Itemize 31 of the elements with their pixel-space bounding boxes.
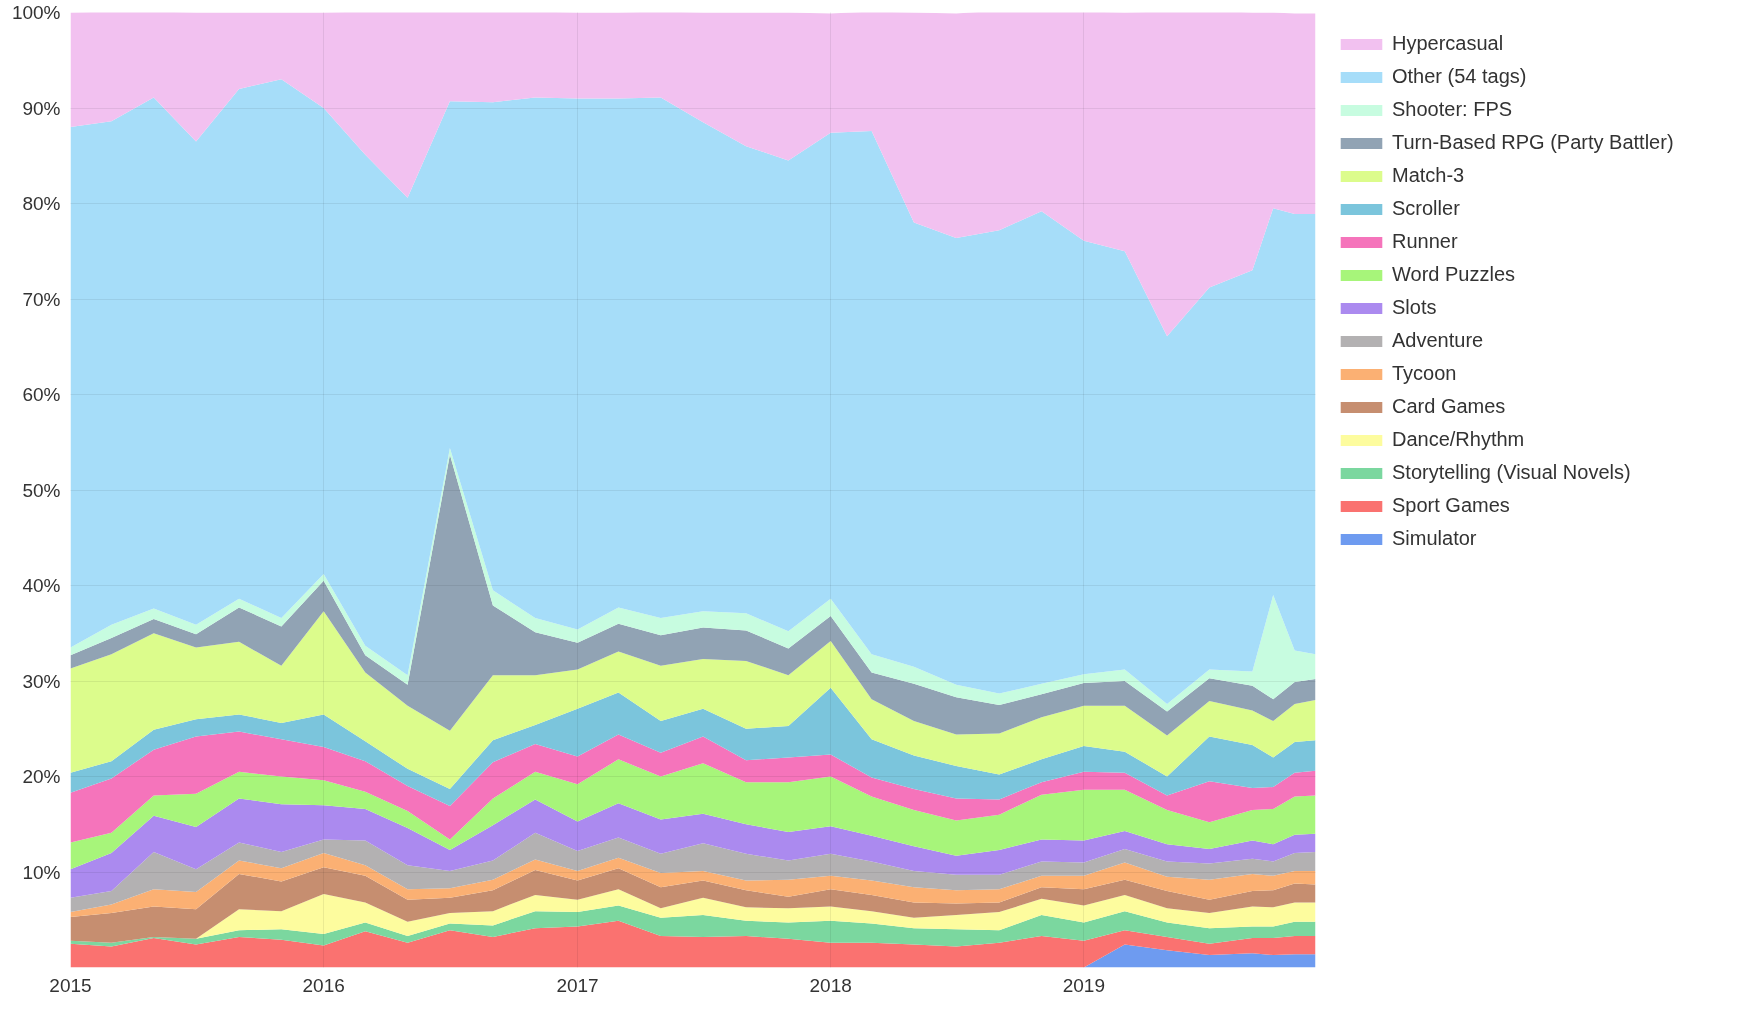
- legend-label: Word Puzzles: [1392, 263, 1516, 286]
- legend-label: Runner: [1392, 230, 1458, 253]
- x-tick-label: 2019: [1062, 974, 1105, 996]
- legend-label: Simulator: [1392, 527, 1477, 550]
- legend-label: Match-3: [1392, 164, 1465, 187]
- y-tick-label: 10%: [22, 861, 61, 883]
- legend-label: Adventure: [1392, 329, 1484, 352]
- y-tick-label: 50%: [22, 479, 61, 501]
- legend-label: Turn-Based RPG (Party Battler): [1392, 131, 1674, 154]
- y-tick-label: 80%: [22, 193, 61, 214]
- legend-label: Sport Games: [1392, 494, 1510, 517]
- y-tick-label: 40%: [22, 575, 61, 596]
- y-tick-label: 60%: [22, 384, 61, 405]
- legend-label: Tycoon: [1392, 362, 1457, 385]
- legend-label: Hypercasual: [1392, 32, 1504, 55]
- x-tick-label: 2016: [302, 974, 345, 996]
- x-tick-label: 2015: [49, 974, 92, 996]
- y-tick-label: 20%: [22, 766, 61, 787]
- legend-label: Scroller: [1392, 197, 1460, 220]
- legend-label: Slots: [1392, 296, 1437, 319]
- legend-label: Dance/Rhythm: [1392, 428, 1525, 451]
- y-tick-label: 90%: [22, 97, 61, 119]
- x-tick-label: 2017: [556, 974, 599, 996]
- legend-label: Storytelling (Visual Novels): [1392, 461, 1631, 484]
- y-tick-label: 30%: [22, 670, 61, 692]
- y-tick-label: 70%: [22, 288, 61, 310]
- legend-label: Shooter: FPS: [1392, 98, 1513, 121]
- legend-label: Other (54 tags): [1392, 65, 1527, 88]
- y-tick-label: 100%: [11, 2, 61, 23]
- legend-label: Card Games: [1392, 395, 1506, 418]
- x-tick-label: 2018: [809, 974, 852, 996]
